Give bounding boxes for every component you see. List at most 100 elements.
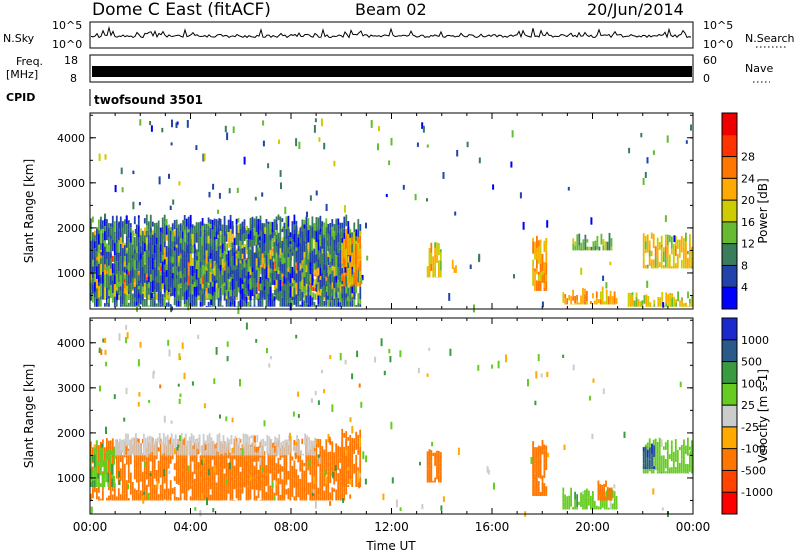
data-cell	[303, 473, 306, 478]
data-cell	[209, 245, 212, 253]
data-cell	[156, 292, 158, 300]
data-cell	[311, 458, 314, 465]
data-cell	[197, 222, 200, 234]
data-cell	[219, 287, 222, 296]
data-cell	[143, 235, 146, 244]
data-cell	[169, 205, 172, 211]
data-cell	[145, 266, 148, 271]
data-cell	[200, 450, 203, 456]
data-cell	[199, 478, 202, 482]
data-cell	[109, 440, 112, 445]
data-cell	[248, 436, 251, 441]
data-cell	[301, 291, 304, 302]
data-cell	[164, 286, 166, 299]
data-cell	[343, 454, 346, 465]
data-cell	[149, 470, 152, 475]
data-cell	[269, 281, 272, 288]
data-cell	[344, 255, 347, 266]
data-cell	[173, 247, 176, 251]
data-cell	[237, 498, 240, 501]
data-cell	[223, 242, 226, 251]
data-cell	[273, 441, 276, 454]
data-cell	[213, 239, 216, 251]
data-cell	[295, 294, 298, 307]
data-cell	[333, 276, 336, 287]
data-cell	[109, 463, 112, 471]
data-cell	[675, 299, 677, 303]
data-cell	[192, 286, 194, 296]
data-cell	[230, 275, 232, 287]
data-cell	[287, 281, 290, 293]
data-cell	[171, 263, 174, 269]
data-cell	[359, 437, 362, 447]
data-cell	[251, 228, 254, 241]
data-cell	[193, 305, 196, 307]
data-cell	[145, 497, 148, 501]
data-cell	[438, 481, 440, 483]
data-cell	[274, 259, 276, 271]
data-cell	[235, 265, 238, 270]
data-cell	[102, 490, 104, 501]
data-cell	[143, 450, 145, 456]
data-cell	[649, 459, 651, 469]
data-cell	[219, 475, 222, 484]
data-cell	[286, 439, 289, 451]
data-cell	[139, 245, 142, 254]
y-tick-label: 1000	[57, 267, 85, 280]
data-cell	[224, 442, 227, 453]
data-cell	[295, 220, 298, 225]
data-cell	[258, 242, 260, 255]
data-cell	[255, 484, 258, 490]
data-cell	[207, 475, 210, 488]
data-cell	[539, 280, 542, 291]
data-cell	[592, 491, 594, 497]
data-cell	[576, 300, 578, 305]
data-cell	[111, 215, 114, 220]
data-cell	[202, 153, 205, 162]
data-cell	[205, 471, 208, 481]
data-cell	[595, 291, 598, 299]
data-cell	[321, 287, 324, 299]
data-cell	[256, 296, 258, 300]
data-cell	[217, 234, 219, 239]
data-cell	[345, 450, 348, 456]
data-cell	[119, 275, 122, 287]
data-cell	[670, 266, 673, 269]
data-cell	[143, 495, 146, 501]
data-cell	[265, 291, 268, 300]
freq-tick-top: 18	[64, 54, 78, 67]
data-cell	[428, 266, 431, 278]
data-cell	[327, 233, 330, 244]
data-cell	[145, 460, 148, 467]
data-cell	[203, 242, 206, 254]
data-cell	[666, 267, 669, 269]
data-cell	[111, 263, 114, 274]
data-cell	[247, 234, 250, 239]
data-cell	[666, 255, 669, 268]
data-cell	[195, 233, 198, 243]
data-cell	[297, 259, 300, 272]
data-cell	[102, 220, 104, 225]
data-cell	[615, 496, 618, 500]
data-cell	[261, 484, 264, 489]
data-cell	[294, 445, 296, 455]
data-cell	[164, 247, 166, 258]
data-cell	[239, 475, 242, 482]
data-cell	[147, 234, 150, 240]
data-cell	[118, 471, 121, 478]
data-cell	[264, 259, 266, 264]
data-cell	[106, 497, 108, 501]
data-cell	[325, 494, 328, 501]
colorbar-tick-label: 16	[741, 216, 755, 229]
data-cell	[545, 274, 548, 282]
data-cell	[157, 254, 160, 267]
data-cell	[313, 445, 316, 456]
data-cell	[118, 290, 120, 300]
data-cell	[129, 262, 132, 271]
data-cell	[272, 251, 274, 258]
data-cell	[670, 440, 673, 445]
data-cell	[325, 227, 328, 235]
data-cell	[329, 492, 332, 501]
data-cell	[539, 263, 542, 273]
data-cell	[351, 300, 354, 304]
